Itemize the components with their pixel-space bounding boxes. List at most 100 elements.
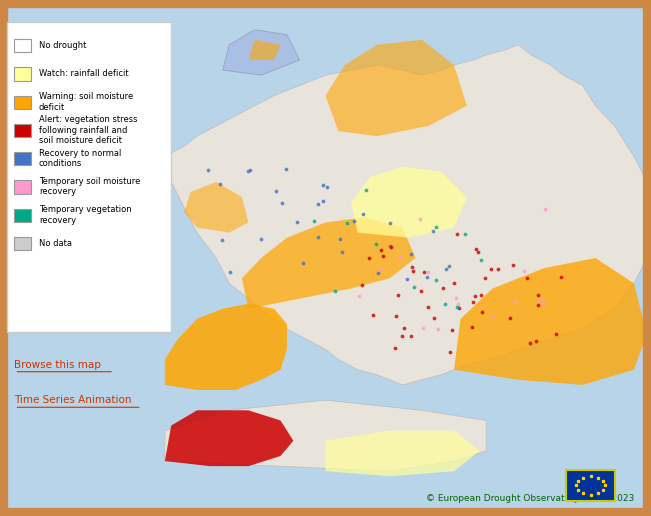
FancyBboxPatch shape: [14, 68, 31, 80]
Polygon shape: [184, 182, 249, 233]
Point: [255, 235, 266, 243]
Point: [245, 166, 256, 174]
Point: [408, 267, 418, 275]
Point: [409, 282, 419, 291]
FancyBboxPatch shape: [566, 470, 615, 501]
Text: Temporary vegetation
recovery: Temporary vegetation recovery: [39, 205, 132, 224]
Point: [433, 326, 443, 334]
Point: [384, 242, 395, 250]
Point: [395, 253, 406, 261]
FancyBboxPatch shape: [14, 95, 31, 109]
Polygon shape: [242, 217, 415, 309]
Point: [276, 199, 286, 207]
Point: [202, 166, 213, 174]
FancyBboxPatch shape: [14, 180, 31, 194]
Text: Warning: soil moisture
deficit: Warning: soil moisture deficit: [39, 92, 133, 112]
FancyBboxPatch shape: [14, 152, 31, 165]
Point: [449, 279, 459, 287]
Point: [473, 248, 484, 256]
Point: [406, 250, 416, 258]
Point: [471, 245, 481, 253]
Point: [330, 287, 340, 296]
Point: [417, 324, 428, 332]
Point: [318, 197, 328, 205]
Point: [476, 291, 486, 299]
Point: [385, 243, 396, 251]
Point: [385, 219, 395, 228]
Point: [477, 309, 488, 317]
Point: [368, 311, 378, 319]
FancyBboxPatch shape: [14, 39, 31, 53]
Point: [534, 295, 545, 303]
Polygon shape: [223, 29, 300, 75]
Point: [281, 165, 291, 173]
Text: Temporary soil moisture
recovery: Temporary soil moisture recovery: [39, 177, 140, 197]
Point: [452, 300, 463, 308]
Polygon shape: [165, 410, 294, 466]
Text: No drought: No drought: [39, 41, 86, 50]
Polygon shape: [165, 400, 486, 471]
Point: [391, 312, 401, 320]
Point: [508, 261, 518, 269]
Polygon shape: [326, 40, 467, 136]
Point: [364, 254, 374, 262]
Point: [309, 217, 319, 225]
Polygon shape: [249, 40, 281, 60]
Point: [431, 223, 441, 231]
FancyBboxPatch shape: [7, 22, 171, 332]
Point: [451, 294, 462, 302]
Point: [444, 262, 454, 270]
Point: [445, 348, 455, 356]
Point: [389, 344, 400, 352]
Point: [452, 302, 462, 311]
Point: [393, 291, 403, 299]
Point: [454, 304, 464, 312]
Point: [225, 267, 235, 276]
Point: [510, 298, 521, 307]
Point: [271, 187, 281, 196]
Point: [540, 205, 550, 213]
Point: [399, 324, 409, 332]
Point: [407, 263, 417, 271]
Text: Alert: vegetation stress
following rainfall and
soil moisture deficit: Alert: vegetation stress following rainf…: [39, 116, 137, 145]
Point: [292, 218, 302, 226]
FancyBboxPatch shape: [14, 237, 31, 250]
Polygon shape: [351, 167, 467, 238]
Point: [533, 301, 544, 309]
Point: [353, 292, 364, 300]
Point: [217, 236, 227, 245]
Point: [452, 230, 462, 238]
Point: [505, 314, 515, 322]
Point: [215, 180, 225, 188]
Point: [376, 266, 386, 275]
Point: [467, 323, 477, 331]
Point: [318, 181, 328, 189]
Text: Recovery to normal
conditions: Recovery to normal conditions: [39, 149, 121, 168]
Point: [422, 302, 433, 311]
Point: [357, 210, 368, 218]
Point: [313, 233, 324, 241]
Point: [551, 330, 561, 338]
Point: [402, 275, 412, 283]
Point: [416, 287, 426, 295]
Text: Time Series Animation: Time Series Animation: [14, 395, 132, 405]
Point: [397, 332, 408, 341]
Point: [525, 339, 536, 347]
Point: [415, 215, 425, 223]
Polygon shape: [326, 431, 480, 476]
Point: [342, 219, 352, 227]
Point: [378, 252, 388, 260]
Point: [533, 291, 544, 299]
Point: [531, 336, 542, 345]
Point: [335, 235, 346, 243]
Point: [422, 268, 433, 276]
Point: [518, 267, 529, 275]
Polygon shape: [165, 304, 287, 390]
Point: [447, 326, 458, 334]
Point: [422, 272, 432, 281]
Point: [243, 167, 253, 175]
Point: [522, 274, 533, 282]
Point: [372, 269, 383, 278]
Point: [488, 312, 499, 320]
Point: [419, 268, 430, 276]
